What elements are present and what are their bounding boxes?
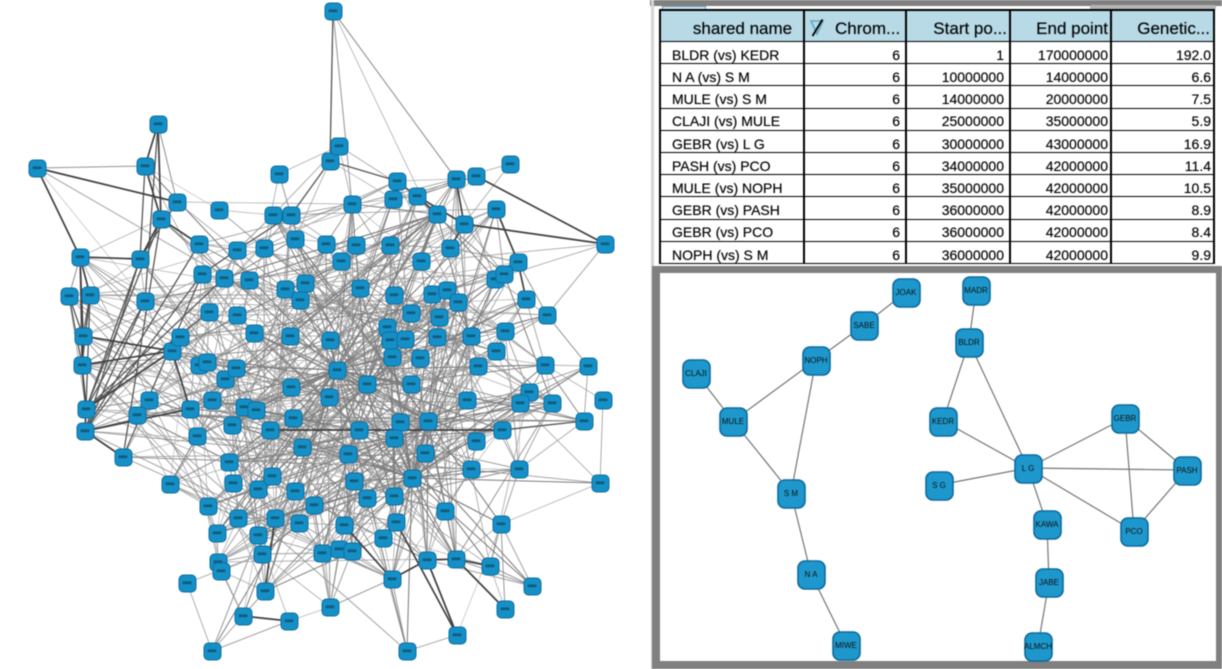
- svg-text:PCO: PCO: [1125, 527, 1142, 536]
- svg-text:S G: S G: [932, 481, 946, 490]
- svg-text:KEDR: KEDR: [932, 417, 954, 426]
- svg-text:GEBR: GEBR: [1114, 414, 1137, 423]
- svg-text:BLDR: BLDR: [958, 338, 980, 347]
- svg-text:L G: L G: [1022, 464, 1035, 473]
- svg-text:MADR: MADR: [964, 286, 988, 295]
- svg-text:KAWA: KAWA: [1036, 520, 1060, 529]
- svg-text:NOPH: NOPH: [804, 356, 827, 365]
- svg-text:MULE: MULE: [722, 417, 744, 426]
- svg-text:MIWE: MIWE: [835, 641, 857, 650]
- svg-text:JOAK: JOAK: [896, 288, 918, 297]
- svg-text:ALMCH: ALMCH: [1024, 642, 1052, 651]
- svg-text:PASH: PASH: [1176, 466, 1197, 475]
- svg-text:CLAJI: CLAJI: [685, 369, 707, 378]
- svg-text:JABE: JABE: [1039, 578, 1059, 587]
- svg-text:N A: N A: [805, 570, 819, 579]
- svg-text:SABE: SABE: [853, 321, 874, 330]
- svg-text:S M: S M: [784, 489, 799, 498]
